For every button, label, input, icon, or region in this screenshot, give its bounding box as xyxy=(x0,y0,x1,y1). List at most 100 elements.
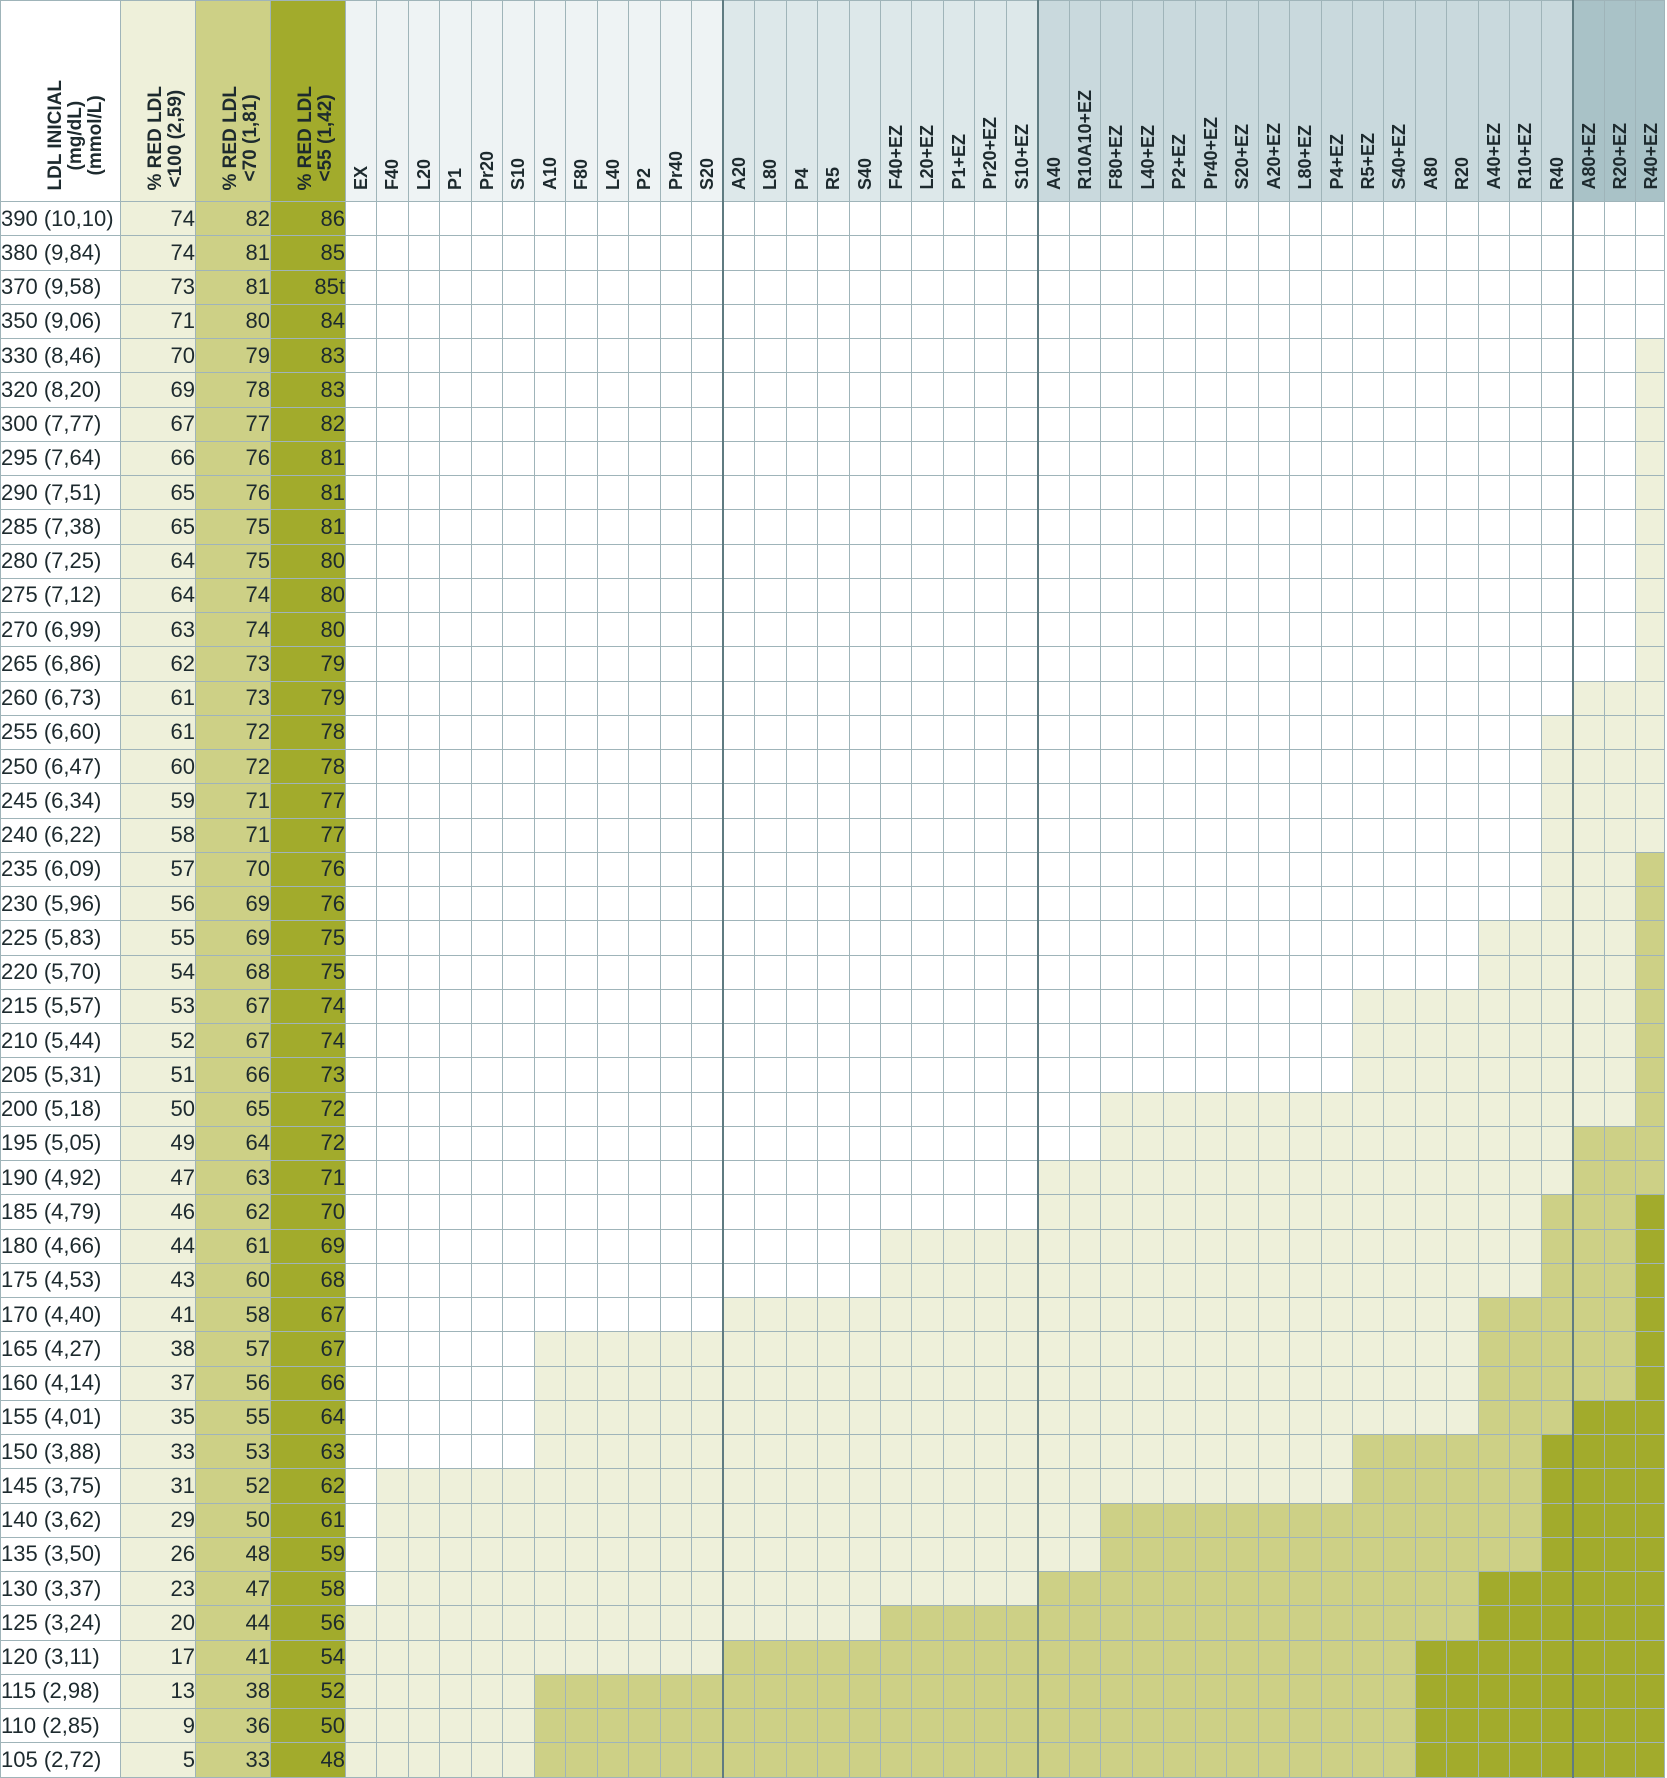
drug-cell xyxy=(1068,303,1102,340)
drug-cell xyxy=(565,1365,598,1401)
drug-cell xyxy=(785,1433,819,1470)
drug-cell xyxy=(691,1605,724,1641)
drug-cell xyxy=(1383,817,1416,853)
drug-cell xyxy=(1509,235,1542,271)
drug-cell xyxy=(1194,783,1228,819)
drug-header-r20-plus-ez: R20+EZ xyxy=(1603,0,1637,202)
reduction-100-cell: 65 xyxy=(120,509,196,545)
drug-cell xyxy=(1383,1433,1416,1470)
drug-cell xyxy=(439,303,472,340)
drug-cell xyxy=(722,235,756,271)
drug-cell xyxy=(1351,1057,1385,1093)
drug-cell xyxy=(1320,1194,1354,1230)
drug-cell xyxy=(1226,269,1259,305)
drug-cell xyxy=(1446,474,1479,511)
drug-cell xyxy=(848,235,881,271)
reduction-70-cell: 50 xyxy=(195,1502,271,1538)
drug-header-p4: P4 xyxy=(785,0,819,202)
drug-header-label: R10+EZ xyxy=(1515,123,1536,190)
drug-cell xyxy=(1194,1742,1228,1778)
drug-cell xyxy=(628,1639,661,1675)
drug-cell xyxy=(1163,817,1196,853)
drug-cell xyxy=(785,372,819,408)
drug-cell xyxy=(1509,611,1542,648)
drug-cell xyxy=(1414,1536,1448,1573)
drug-cell xyxy=(1068,269,1102,305)
drug-cell xyxy=(879,1639,913,1675)
drug-cell xyxy=(1194,611,1228,648)
drug-cell xyxy=(1635,440,1666,477)
drug-cell xyxy=(1635,235,1666,271)
reduction-55-cell: 58 xyxy=(270,1570,346,1607)
drug-cell xyxy=(1446,1536,1479,1573)
drug-cell xyxy=(754,1194,787,1230)
drug-cell xyxy=(1603,269,1637,305)
drug-cell xyxy=(974,1433,1007,1470)
drug-cell xyxy=(691,440,724,477)
drug-cell xyxy=(1257,1399,1291,1436)
reduction-55-cell: 62 xyxy=(270,1468,346,1504)
drug-cell xyxy=(1414,1228,1448,1264)
drug-cell xyxy=(785,680,819,716)
drug-cell xyxy=(1257,1639,1291,1675)
drug-cell xyxy=(1446,851,1479,888)
drug-cell xyxy=(376,1194,409,1230)
drug-cell xyxy=(1194,509,1228,545)
drug-cell xyxy=(1540,337,1574,374)
drug-cell xyxy=(1477,954,1511,990)
drug-cell xyxy=(596,1468,630,1504)
drug-cell xyxy=(1005,817,1039,853)
drug-cell xyxy=(1383,1673,1416,1710)
table-row: 225 (5,83) 55 69 75 xyxy=(0,920,1666,956)
drug-cell xyxy=(879,783,913,819)
drug-cell xyxy=(722,1365,756,1401)
drug-cell xyxy=(1257,543,1291,579)
drug-cell xyxy=(1635,714,1666,751)
drug-cell xyxy=(470,1399,504,1436)
drug-cell xyxy=(754,1022,787,1059)
drug-cell xyxy=(942,1673,976,1710)
drug-cell xyxy=(407,1296,441,1333)
drug-cell xyxy=(1509,988,1542,1025)
drug-cell xyxy=(722,783,756,819)
drug-cell xyxy=(1635,1022,1666,1059)
drug-cell xyxy=(596,1125,630,1162)
drug-cell xyxy=(879,509,913,545)
drug-cell xyxy=(1131,509,1165,545)
ldl-initial-cell: 215 (5,57) xyxy=(0,988,121,1025)
reduction-55-cell: 78 xyxy=(270,714,346,751)
reduction-55-cell: 80 xyxy=(270,611,346,648)
drug-cell xyxy=(754,817,787,853)
drug-cell xyxy=(565,1296,598,1333)
drug-cell xyxy=(344,543,378,579)
drug-cell xyxy=(502,1331,535,1367)
reduction-55-cell: 75 xyxy=(270,954,346,990)
drug-cell xyxy=(1571,1707,1605,1744)
drug-cell xyxy=(754,954,787,990)
reduction-70-cell: 71 xyxy=(195,817,271,853)
drug-cell xyxy=(659,1125,693,1162)
reduction-100-cell: 71 xyxy=(120,303,196,340)
drug-cell xyxy=(1036,680,1070,716)
drug-cell xyxy=(1351,1536,1385,1573)
drug-cell xyxy=(1036,1707,1070,1744)
drug-cell xyxy=(628,611,661,648)
drug-cell xyxy=(1571,1605,1605,1641)
drug-cell xyxy=(1257,817,1291,853)
drug-cell xyxy=(628,1159,661,1196)
drug-cell xyxy=(691,1262,724,1299)
drug-cell xyxy=(1509,1468,1542,1504)
drug-cell xyxy=(691,851,724,888)
drug-cell xyxy=(596,337,630,374)
drug-cell xyxy=(1226,1468,1259,1504)
drug-cell xyxy=(1571,509,1605,545)
drug-header-label: P1+EZ xyxy=(948,134,969,190)
drug-cell xyxy=(817,303,850,340)
drug-cell xyxy=(942,1365,976,1401)
drug-cell xyxy=(1131,337,1165,374)
drug-cell xyxy=(1571,1194,1605,1230)
drug-header-label: A40 xyxy=(1043,156,1064,190)
drug-cell xyxy=(1414,954,1448,990)
drug-cell xyxy=(628,851,661,888)
